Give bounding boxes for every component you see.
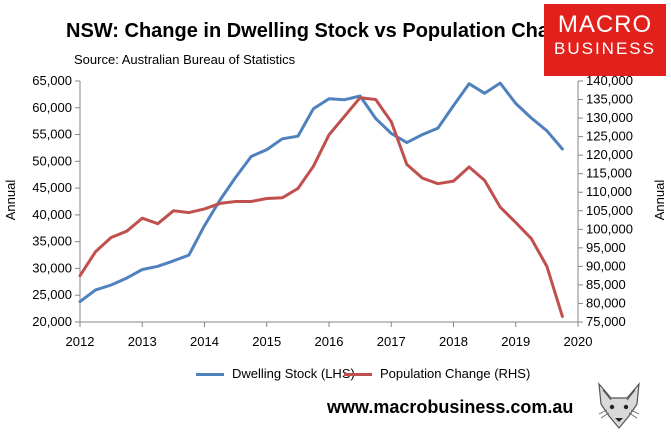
y-right-tick-label: 120,000 [586, 147, 633, 162]
chart-title: NSW: Change in Dwelling Stock vs Populat… [66, 20, 585, 42]
y-left-tick-label: 30,000 [32, 260, 72, 275]
y-left-tick-label: 25,000 [32, 287, 72, 302]
series-lines [78, 81, 564, 318]
y-right-tick-label: 75,000 [586, 314, 626, 329]
y-right-tick-label: 130,000 [586, 110, 633, 125]
legend-item-dwelling: Dwelling Stock (LHS) [196, 366, 355, 381]
y-left-tick-label: 50,000 [32, 153, 72, 168]
legend-label-dwelling: Dwelling Stock (LHS) [232, 366, 355, 381]
y-right-tick-label: 115,000 [586, 166, 632, 181]
x-tick-label: 2018 [439, 334, 468, 349]
y-left-tick-label: 40,000 [32, 207, 72, 222]
y-left-tick-label: 45,000 [32, 180, 72, 195]
website-url: www.macrobusiness.com.au [327, 397, 574, 417]
y-axis-right-label: Annual [652, 180, 667, 221]
y-right-tick-label: 90,000 [586, 258, 626, 273]
x-tick-label: 2019 [501, 334, 530, 349]
y-right-tick-label: 135,000 [586, 92, 633, 107]
x-tick-label: 2013 [128, 334, 157, 349]
logo-line2: BUSINESS [554, 39, 656, 58]
y-right-tick-label: 100,000 [586, 221, 633, 236]
legend-label-population: Population Change (RHS) [380, 366, 531, 381]
series-line-dwelling-stock [78, 81, 564, 304]
macrobusiness-logo: MACRO BUSINESS [544, 4, 666, 76]
y-left-tick-label: 35,000 [32, 234, 72, 249]
y-left-tick-label: 65,000 [32, 73, 72, 88]
y-axis-left-label: Annual [3, 180, 18, 221]
logo-line1: MACRO [557, 11, 653, 38]
y-left-tick-label: 20,000 [32, 314, 72, 329]
y-right-tick-label: 140,000 [586, 73, 633, 88]
axes [75, 80, 583, 327]
chart-source: Source: Australian Bureau of Statistics [74, 52, 296, 67]
x-tick-label: 2015 [252, 334, 281, 349]
x-tick-label: 2020 [564, 334, 593, 349]
y-right-tick-label: 85,000 [586, 277, 626, 292]
x-tick-label: 2014 [190, 334, 219, 349]
legend-swatch-dwelling [196, 373, 224, 377]
x-tick-label: 2012 [66, 334, 95, 349]
y-left-tick-label: 55,000 [32, 127, 72, 142]
legend-item-population: Population Change (RHS) [344, 366, 530, 381]
fox-mascot-icon [589, 380, 649, 432]
series-line-population-change [78, 96, 564, 318]
y-left-tick-label: 60,000 [32, 100, 72, 115]
y-right-tick-label: 110,000 [586, 184, 632, 199]
tick-labels: 2012 2013 2014 2015 2016 2017 2018 2019 2020 20,0… [32, 73, 633, 349]
y-right-tick-label: 95,000 [586, 240, 626, 255]
y-right-tick-label: 80,000 [586, 295, 626, 310]
x-tick-label: 2016 [315, 334, 344, 349]
legend-swatch-population [344, 373, 372, 377]
x-tick-label: 2017 [377, 334, 406, 349]
y-right-tick-label: 105,000 [586, 203, 633, 218]
y-right-tick-label: 125,000 [586, 129, 633, 144]
